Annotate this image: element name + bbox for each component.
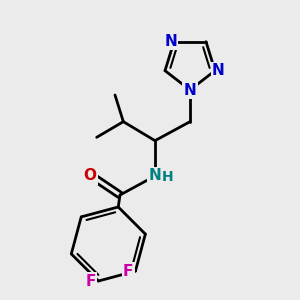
Text: F: F (86, 274, 96, 289)
Text: N: N (148, 169, 161, 184)
Text: N: N (212, 63, 225, 78)
Text: F: F (123, 264, 133, 279)
Text: H: H (162, 170, 173, 184)
Text: O: O (83, 169, 97, 184)
Text: N: N (184, 82, 196, 98)
Text: N: N (164, 34, 177, 49)
